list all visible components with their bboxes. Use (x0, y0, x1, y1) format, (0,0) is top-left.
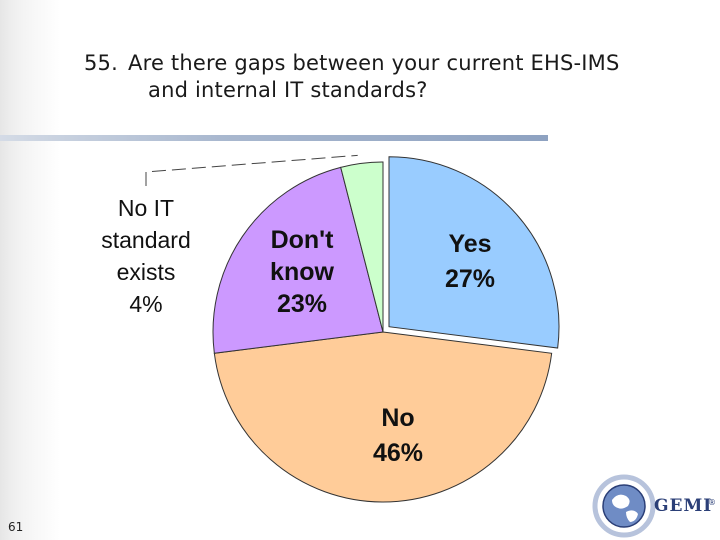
title-number: 55. (84, 51, 118, 75)
slice-label-line: 4% (129, 291, 162, 317)
slice-label-line: 23% (277, 290, 327, 318)
slice-label-line: 46% (373, 439, 423, 467)
page-number: 61 (8, 520, 24, 534)
slice-label-line: No (381, 404, 414, 432)
pie-slice-yes (388, 156, 560, 349)
slice-label-line: exists (117, 259, 176, 285)
slice-label-yes: Yes 27% (445, 230, 495, 293)
pie-slice-don-t-know (212, 166, 384, 354)
slice-label-no: No 46% (373, 404, 423, 467)
slice-label-line: know (270, 258, 334, 286)
title-divider (0, 135, 548, 141)
slice-label-no-it-standard-exists: No IT standard exists 4% (101, 195, 191, 317)
leader-line-no-it-standard (145, 154, 358, 186)
slice-label-line: No IT (118, 195, 174, 221)
background-stripes (0, 0, 60, 540)
logo-registered-mark: ® (708, 498, 716, 507)
slice-label-line: Don't (271, 226, 335, 254)
logo-text: GEMI (654, 496, 713, 516)
title-line-1: Are there gaps between your current EHS-… (128, 51, 620, 75)
slide-title: 55. Are there gaps between your current E… (84, 50, 704, 104)
pie-slice-no-it-standard-exists (340, 161, 384, 333)
gemi-logo: GEMI ® (588, 472, 720, 540)
slice-label-don-t-know: Don't know 23% (270, 226, 334, 318)
pie-slice-no (213, 331, 553, 503)
title-line-2: and internal IT standards? (148, 78, 428, 102)
slice-label-line: 27% (445, 265, 495, 293)
slice-label-line: standard (101, 227, 191, 253)
slice-label-line: Yes (448, 230, 491, 258)
globe-icon (592, 474, 656, 538)
